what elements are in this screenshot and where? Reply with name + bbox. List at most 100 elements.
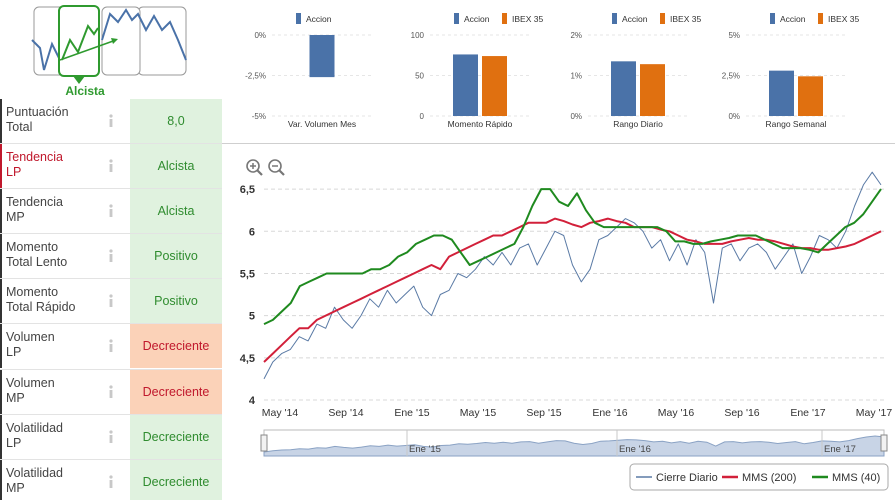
legend-swatch xyxy=(454,13,459,24)
legend-label[interactable]: MMS (200) xyxy=(742,472,796,484)
series-cierre-diario[interactable] xyxy=(263,171,882,380)
indicator-name-line1: Momento xyxy=(6,240,59,255)
navigator-tick-label: Ene '17 xyxy=(824,444,856,455)
legend-swatch xyxy=(296,13,301,24)
trend-thumbnails xyxy=(31,5,187,84)
indicator-row: Volatilidad LP Decreciente xyxy=(0,414,222,460)
navigator-tick-label: Ene '15 xyxy=(409,444,441,455)
indicator-row: Volatilidad MP Decreciente xyxy=(0,459,222,500)
indicator-value: Decreciente xyxy=(130,459,222,500)
legend-label: IBEX 35 xyxy=(670,14,701,24)
bar-accion[interactable] xyxy=(453,54,478,116)
info-icon[interactable] xyxy=(106,203,116,219)
x-tick-label: May '14 xyxy=(262,407,299,419)
legend-label[interactable]: MMS (40) xyxy=(832,472,880,484)
indicator-name-line1: Puntuación xyxy=(6,105,69,119)
x-tick-label: Ene '15 xyxy=(394,407,429,419)
navigator-tick-label: Ene '16 xyxy=(619,444,651,455)
legend-swatch xyxy=(612,13,617,24)
bar-ibex-35[interactable] xyxy=(798,76,823,116)
indicator-name-line1: Tendencia xyxy=(6,150,63,165)
bar-ibex-35[interactable] xyxy=(482,56,507,116)
indicator-name-line2: MP xyxy=(6,210,25,225)
legend-label: Accion xyxy=(306,14,332,24)
mini-charts: Accion 0% -2,5% -5% Var. Volumen Mes Accion IB… xyxy=(245,13,859,129)
trend-line-selected xyxy=(61,23,99,61)
indicator-name: Volumen MP xyxy=(0,369,100,414)
legend-label: IBEX 35 xyxy=(512,14,543,24)
bar-accion[interactable] xyxy=(769,70,794,116)
indicator-name: Tendencia LP xyxy=(0,144,100,189)
indicator-name-line1: Volumen xyxy=(6,375,55,390)
indicator-row: Momento Total Lento Positivo xyxy=(0,234,222,280)
legend-label: IBEX 35 xyxy=(828,14,859,24)
indicator-name-line2: Total Lento xyxy=(6,255,68,270)
legend-box xyxy=(629,463,889,491)
indicator-name: Volumen LP xyxy=(0,324,100,369)
bar-accion[interactable] xyxy=(611,61,636,116)
indicator-name-line2: LP xyxy=(6,165,22,180)
zoom-out-icon[interactable] xyxy=(268,159,285,176)
legend-label: Accion xyxy=(780,14,806,24)
indicator-row: Puntuación Total 8,0 xyxy=(0,99,222,145)
info-icon[interactable] xyxy=(106,429,116,445)
y-tick-label: -5% xyxy=(252,112,266,121)
x-tick-label: Ene '17 xyxy=(790,407,825,419)
x-tick-label: Sep '15 xyxy=(526,407,561,419)
info-icon[interactable] xyxy=(106,338,116,354)
navigator-area xyxy=(263,435,885,457)
trend-arrow-line xyxy=(59,39,117,61)
bar-accion[interactable] xyxy=(309,35,335,78)
indicator-name: Volatilidad LP xyxy=(0,414,100,459)
navigator-handle-right[interactable] xyxy=(880,434,888,452)
info-icon[interactable] xyxy=(106,248,116,264)
indicator-row: Volumen MP Decreciente xyxy=(0,369,222,415)
bar-ibex-35[interactable] xyxy=(640,64,665,116)
mini-chart-3: Accion IBEX 35 2% 1% 0% Rango Diario xyxy=(570,13,701,129)
y-tick-label: 6 xyxy=(249,226,255,238)
info-icon[interactable] xyxy=(106,384,116,400)
x-tick-label: Ene '16 xyxy=(592,407,627,419)
indicator-name-line2: LP xyxy=(6,345,22,360)
info-icon[interactable] xyxy=(106,293,116,309)
zoom-in-icon[interactable] xyxy=(246,159,263,176)
y-tick-label: 0% xyxy=(254,31,266,40)
legend-swatch xyxy=(502,13,507,24)
indicator-name-line2: MP xyxy=(6,390,25,405)
indicator-row: Tendencia LP Alcista xyxy=(0,144,222,190)
series-mms-40[interactable] xyxy=(263,188,882,326)
indicator-name-line2: Total xyxy=(6,120,33,134)
indicator-value: Positivo xyxy=(130,234,222,279)
x-tick-label: Sep '16 xyxy=(724,407,759,419)
y-tick-label: 4 xyxy=(249,395,256,407)
y-tick-label: 100 xyxy=(411,31,425,40)
indicator-row: Tendencia MP Alcista xyxy=(0,189,222,235)
y-tick-label: 0 xyxy=(420,112,425,121)
trend-widget[interactable]: Alcista xyxy=(30,4,190,98)
info-icon[interactable] xyxy=(106,113,116,129)
info-icon[interactable] xyxy=(106,474,116,490)
legend-swatch xyxy=(660,13,665,24)
info-icon[interactable] xyxy=(106,158,116,174)
indicator-value: Alcista xyxy=(130,144,222,189)
trend-line-right xyxy=(101,8,187,61)
indicator-name-line1: Volumen xyxy=(6,330,55,345)
y-tick-label: 6,5 xyxy=(240,184,255,196)
y-tick-label: 0% xyxy=(570,112,582,121)
mini-chart-title: Rango Diario xyxy=(613,119,663,129)
trend-selected-frame xyxy=(58,5,100,77)
main-chart[interactable]: 6,5 6 5,5 5 4,5 4 May '14 Sep '14 Ene '15 May '15… xyxy=(222,150,895,500)
indicator-value: Decreciente xyxy=(130,369,222,414)
navigator-handle-left[interactable] xyxy=(260,434,268,452)
legend-label: Accion xyxy=(464,14,490,24)
trend-label: Alcista xyxy=(65,84,105,98)
indicator-value: Positivo xyxy=(130,279,222,324)
mini-chart-title: Rango Semanal xyxy=(766,119,827,129)
indicator-name-line2: LP xyxy=(6,435,22,450)
legend-label[interactable]: Cierre Diario xyxy=(656,472,718,484)
series-mms-200[interactable] xyxy=(263,217,882,363)
y-tick-label: 0% xyxy=(728,112,740,121)
indicator-row: Volumen LP Decreciente xyxy=(0,324,222,370)
mini-chart-2: Accion IBEX 35 100 50 0 Momento Rápido xyxy=(411,13,543,129)
legend-swatch xyxy=(770,13,775,24)
